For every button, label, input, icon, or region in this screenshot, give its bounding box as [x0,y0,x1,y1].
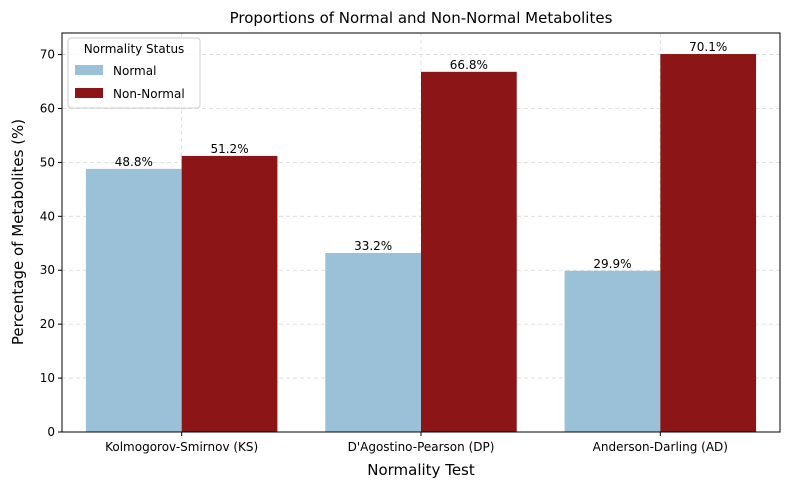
data-label-non-normal: 66.8% [450,58,488,72]
y-tick-label: 70 [40,48,55,62]
data-label-normal: 48.8% [115,155,153,169]
y-axis: 0 10 20 30 40 50 60 70 [40,48,62,439]
chart-title: Proportions of Normal and Non-Normal Met… [230,9,613,27]
legend-label-normal: Normal [113,64,156,78]
x-tick-label: Anderson-Darling (AD) [593,440,728,454]
x-tick-label: Kolmogorov-Smirnov (KS) [105,440,258,454]
y-tick-label: 40 [40,209,55,223]
bar-normal [325,252,421,432]
bar-normal [564,270,661,432]
y-axis-title: Percentage of Metabolites (%) [9,119,27,345]
x-tick-label: D'Agostino-Pearson (DP) [348,440,495,454]
bar-layer [85,54,757,433]
bar-non-normal [181,155,278,433]
y-tick-label: 50 [40,155,55,169]
data-label-non-normal: 51.2% [210,142,248,156]
legend-label-non-normal: Non-Normal [113,87,185,101]
legend: Normality Status Normal Non-Normal [67,37,201,109]
data-label-non-normal: 70.1% [689,40,727,54]
bar-normal [85,168,182,432]
legend-title: Normality Status [84,42,185,56]
y-tick-label: 0 [47,425,55,439]
y-tick-label: 10 [40,371,55,385]
y-tick-label: 30 [40,263,55,277]
legend-swatch-normal [75,65,103,75]
data-label-normal: 29.9% [593,257,631,271]
data-label-layer: 48.8% 33.2% 29.9% 51.2% 66.8% 70.1% [115,40,728,271]
x-axis-title: Normality Test [367,461,475,479]
bar-non-normal [660,54,757,432]
legend-swatch-non-normal [75,88,103,98]
y-tick-label: 20 [40,317,55,331]
bar-non-normal [421,71,517,432]
data-label-normal: 33.2% [354,239,392,253]
y-tick-label: 60 [40,101,55,115]
x-axis: Kolmogorov-Smirnov (KS) D'Agostino-Pearso… [105,432,728,454]
